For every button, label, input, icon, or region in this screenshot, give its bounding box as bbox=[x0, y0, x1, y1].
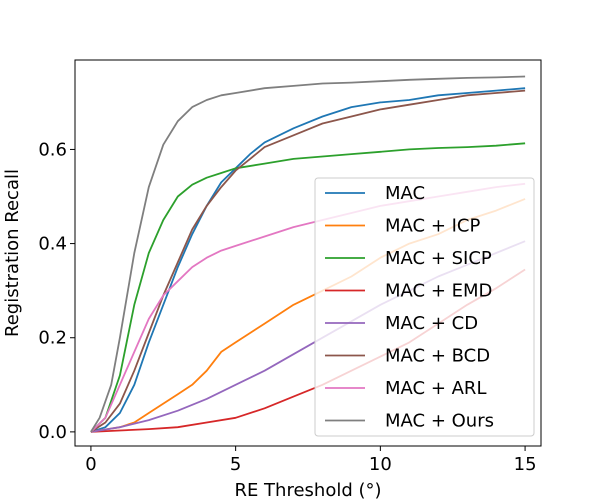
x-tick-label: 10 bbox=[369, 454, 392, 475]
y-tick-label: 0.4 bbox=[38, 234, 67, 255]
y-tick-label: 0.6 bbox=[38, 139, 67, 160]
x-axis-ticks: 0 5 10 15 bbox=[85, 446, 537, 475]
x-axis-label: RE Threshold (°) bbox=[234, 480, 381, 500]
legend-box bbox=[314, 177, 535, 437]
legend-label-mac-plus-bcd: MAC + BCD bbox=[385, 346, 490, 367]
legend-label-mac-plus-sicp: MAC + SICP bbox=[385, 248, 492, 269]
axes-frame bbox=[74, 59, 542, 447]
x-tick-label: 0 bbox=[85, 454, 96, 475]
legend: MAC MAC + ICP MAC + SICP MAC + EMD MAC + CD M… bbox=[314, 177, 535, 437]
y-axis-label: Registration Recall bbox=[2, 169, 23, 337]
series-line-mac-plus-bcd bbox=[90, 89, 526, 433]
series-line-mac-plus-sicp bbox=[90, 142, 526, 433]
x-tick-label: 15 bbox=[514, 454, 537, 475]
series-line-mac bbox=[90, 87, 526, 433]
y-tick-label: 0.0 bbox=[38, 422, 67, 443]
series-line-mac-plus-ours bbox=[90, 75, 526, 433]
x-tick-label: 5 bbox=[230, 454, 241, 475]
legend-label-mac-plus-arl: MAC + ARL bbox=[385, 378, 486, 399]
legend-label-mac: MAC bbox=[385, 183, 425, 204]
legend-label-mac-plus-icp: MAC + ICP bbox=[385, 216, 480, 237]
y-axis-ticks: 0.0 0.2 0.4 0.6 bbox=[38, 139, 75, 443]
legend-label-mac-plus-emd: MAC + EMD bbox=[385, 281, 492, 302]
y-tick-label: 0.2 bbox=[38, 328, 67, 349]
legend-label-mac-plus-cd: MAC + CD bbox=[385, 313, 478, 334]
legend-label-mac-plus-ours: MAC + Ours bbox=[385, 411, 494, 432]
